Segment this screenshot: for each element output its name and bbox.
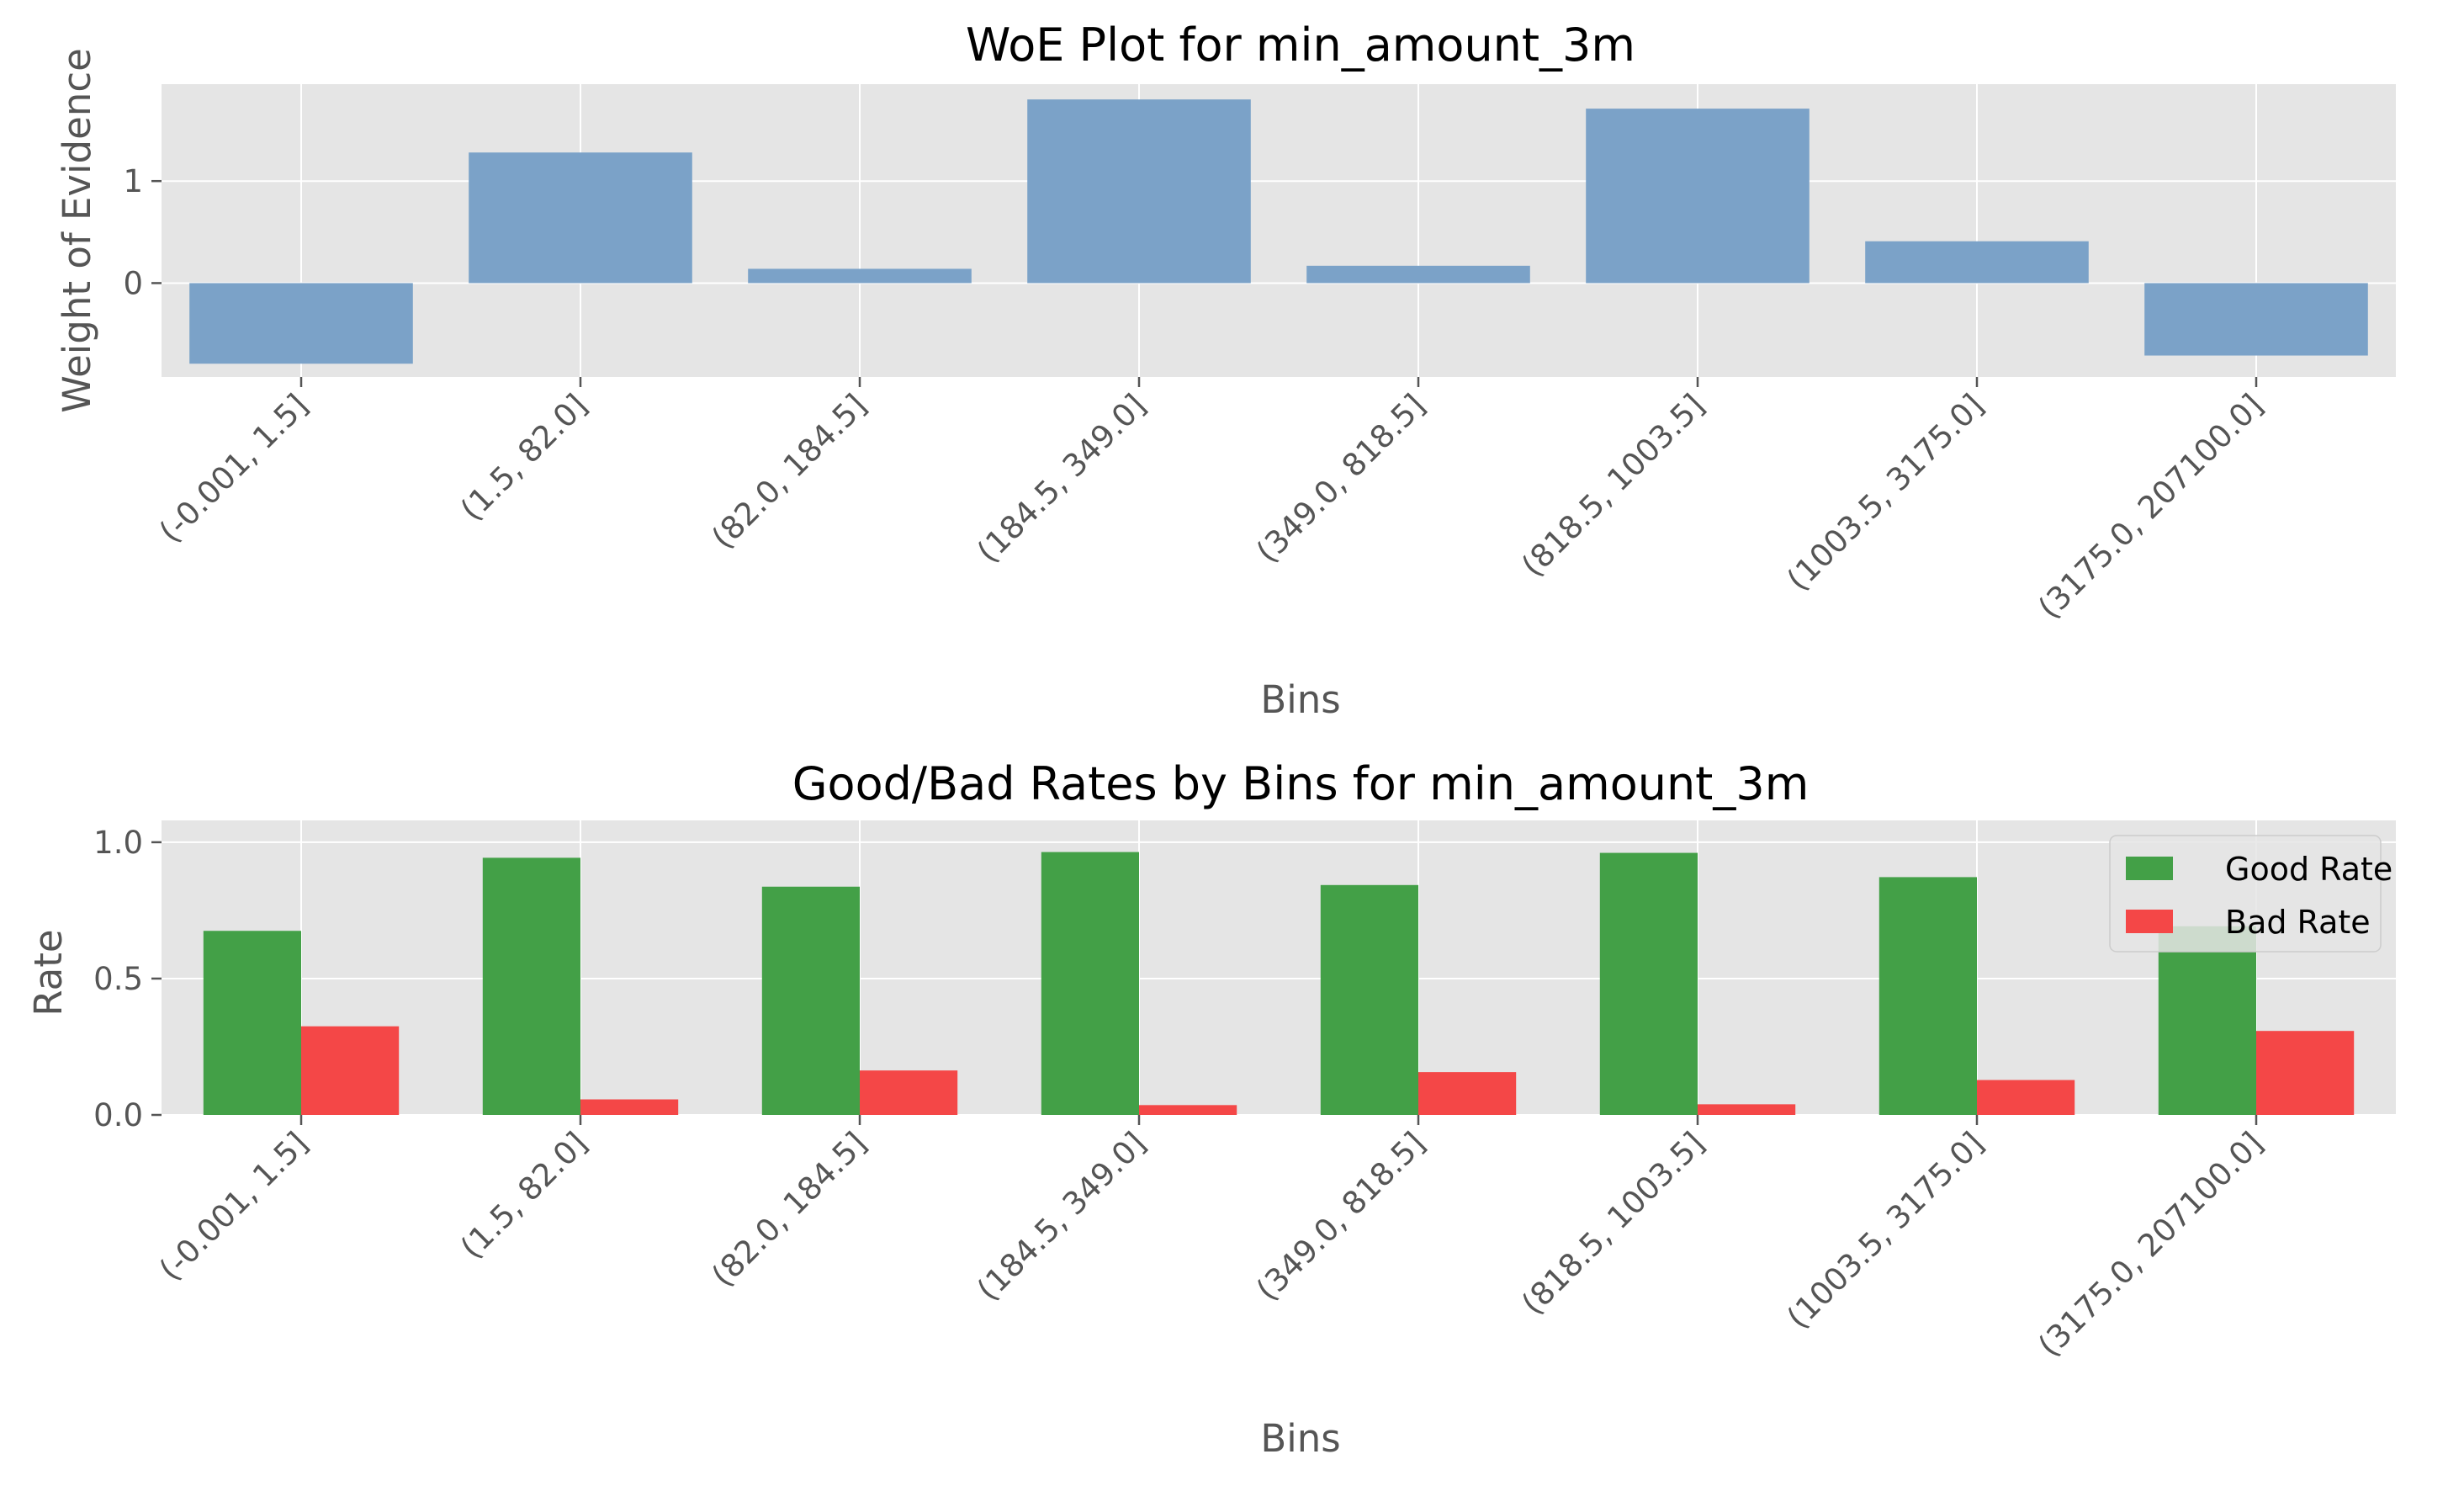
- woe-ytick-label: 1: [123, 163, 143, 199]
- rates-bar-good-rate-818-5-1003-5: [1599, 852, 1698, 1115]
- rates-bar-bad-rate-1-5-82-0: [580, 1099, 679, 1115]
- rates-ytick-label: 0.5: [93, 961, 143, 997]
- rates-bar-bad-rate-818-5-1003-5: [1698, 1104, 1796, 1115]
- rates-bar-good-rate-3175-0-207100-0: [2158, 926, 2256, 1115]
- woe-bars: [189, 99, 2368, 364]
- woe-bar-3175-0-207100-0: [2144, 283, 2368, 356]
- legend-label-bad-rate: Bad Rate: [2225, 904, 2371, 941]
- woe-bar-1003-5-3175-0: [1865, 241, 2089, 284]
- rates-chart: Good/Bad Rates by Bins for min_amount_3m…: [26, 757, 2396, 1461]
- rates-x-axis-label: Bins: [1260, 1416, 1340, 1461]
- woe-xtick-label: (1003.5, 3175.0]: [1780, 387, 1991, 598]
- rates-ytick-label: 1.0: [93, 825, 143, 861]
- rates-bar-bad-rate-82-0-184-5: [860, 1070, 958, 1115]
- rates-xtick-label: (-0.001, 1.5]: [152, 1125, 315, 1287]
- rates-bar-good-rate-1-5-82-0: [482, 857, 580, 1115]
- woe-chart: WoE Plot for min_amount_3m 01 (-0.001, 1…: [55, 19, 2396, 722]
- rates-xtick-label: (1.5, 82.0]: [453, 1125, 594, 1266]
- rates-y-axis: 0.0 0.5 1.0: [93, 825, 162, 1133]
- rates-xtick-label: (184.5, 349.0]: [970, 1125, 1153, 1308]
- rates-bar-good-rate-184-5-349-0: [1041, 852, 1139, 1115]
- woe-xtick-label: (349.0, 818.5]: [1249, 387, 1432, 570]
- woe-ytick-label: 0: [123, 265, 143, 301]
- legend-swatch-good-rate: [2126, 857, 2173, 880]
- rates-xtick-label: (3175.0, 207100.0]: [2032, 1125, 2271, 1364]
- legend-label-good-rate: Good Rate: [2225, 851, 2392, 888]
- rates-legend: Good Rate Bad Rate: [2109, 835, 2392, 953]
- woe-xtick-label: (184.5, 349.0]: [970, 387, 1153, 570]
- rates-xtick-label: (349.0, 818.5]: [1249, 1125, 1432, 1308]
- woe-x-axis-label: Bins: [1260, 677, 1340, 722]
- rates-bar-bad-rate-349-0-818-5: [1418, 1072, 1517, 1115]
- woe-x-axis: (-0.001, 1.5] (1.5, 82.0] (82.0, 184.5] (18…: [152, 377, 2270, 626]
- rates-bar-bad-rate-184-5-349-0: [1139, 1105, 1237, 1115]
- rates-bars: [203, 852, 2355, 1115]
- rates-y-axis-label: Rate: [26, 929, 71, 1016]
- rates-x-axis: (-0.001, 1.5] (1.5, 82.0] (82.0, 184.5] (18…: [152, 1115, 2270, 1364]
- woe-chart-title: WoE Plot for min_amount_3m: [966, 19, 1635, 72]
- legend-swatch-bad-rate: [2126, 910, 2173, 933]
- woe-bar-818-5-1003-5: [1586, 109, 1810, 284]
- woe-bar-349-0-818-5: [1306, 265, 1530, 284]
- rates-xtick-label: (82.0, 184.5]: [705, 1125, 874, 1294]
- woe-xtick-label: (-0.001, 1.5]: [152, 387, 315, 549]
- rates-chart-title: Good/Bad Rates by Bins for min_amount_3m: [792, 757, 1810, 810]
- woe-bar-82-0-184-5: [748, 268, 972, 284]
- rates-bar-good-rate-82-0-184-5: [761, 886, 860, 1115]
- legend-box: [2109, 835, 2382, 953]
- woe-xtick-label: (3175.0, 207100.0]: [2032, 387, 2271, 626]
- rates-bar-bad-rate-1003-5-3175-0: [1977, 1080, 2075, 1115]
- rates-xtick-label: (818.5, 1003.5]: [1514, 1125, 1711, 1322]
- woe-bar-0-001-1-5: [189, 283, 413, 364]
- rates-bar-good-rate-1003-5-3175-0: [1878, 877, 1977, 1115]
- woe-xtick-label: (1.5, 82.0]: [453, 387, 594, 528]
- woe-y-axis-label: Weight of Evidence: [55, 48, 99, 413]
- woe-bar-1-5-82-0: [469, 152, 692, 284]
- woe-bar-184-5-349-0: [1027, 99, 1251, 284]
- rates-bar-good-rate-349-0-818-5: [1320, 884, 1418, 1115]
- woe-xtick-label: (82.0, 184.5]: [705, 387, 874, 556]
- rates-ytick-label: 0.0: [93, 1097, 143, 1133]
- rates-bar-bad-rate-3175-0-207100-0: [2256, 1031, 2355, 1115]
- woe-y-axis: 01: [123, 163, 162, 301]
- rates-bar-good-rate-0-001-1-5: [203, 931, 301, 1115]
- woe-xtick-label: (818.5, 1003.5]: [1514, 387, 1711, 584]
- rates-bar-bad-rate-0-001-1-5: [301, 1026, 400, 1115]
- rates-xtick-label: (1003.5, 3175.0]: [1780, 1125, 1991, 1336]
